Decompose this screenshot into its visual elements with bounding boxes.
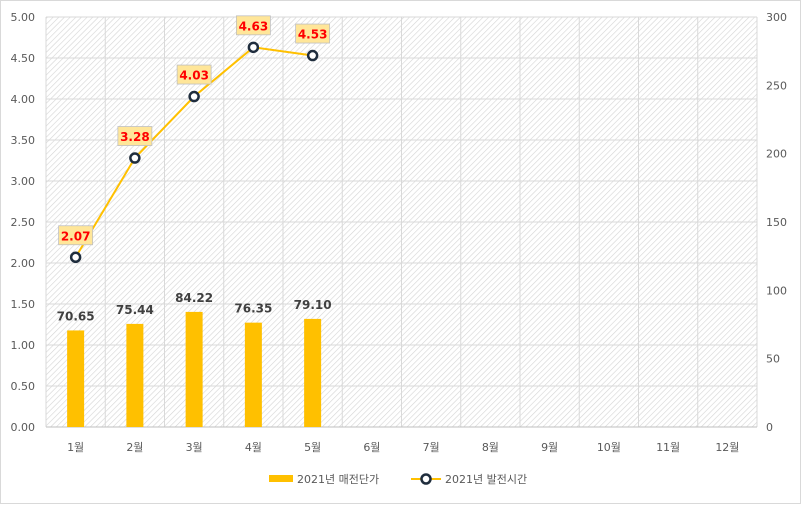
left-y-tick-label: 3.00 bbox=[11, 175, 36, 188]
legend-bar-swatch bbox=[269, 475, 293, 482]
line-label-box bbox=[235, 15, 271, 36]
gridlines bbox=[45, 16, 758, 428]
line-marker bbox=[188, 90, 200, 103]
bar-data-label: 70.65 bbox=[57, 309, 95, 323]
line-marker bbox=[306, 49, 319, 62]
line-data-label: 4.63 bbox=[239, 19, 269, 33]
x-tick-label: 9월 bbox=[541, 441, 558, 454]
x-tick-label: 5월 bbox=[304, 441, 321, 454]
left-y-tick-label: 1.50 bbox=[11, 298, 36, 311]
x-tick-label: 2월 bbox=[126, 441, 143, 454]
x-axis: 1월 2월 3월 4월 5월 6월 7월 8월 9월 10월 11월 12월 bbox=[67, 441, 739, 454]
left-y-tick-label: 4.50 bbox=[11, 52, 36, 65]
right-y-tick-label: 250 bbox=[766, 79, 787, 92]
line-marker bbox=[69, 251, 82, 264]
left-y-tick-label: 2.00 bbox=[11, 257, 36, 270]
x-tick-label: 1월 bbox=[67, 441, 84, 454]
bar bbox=[185, 311, 203, 427]
right-y-tick-label: 50 bbox=[766, 353, 780, 366]
bar bbox=[126, 323, 144, 427]
left-y-tick-label: 4.00 bbox=[11, 93, 36, 106]
line-data-label: 2.07 bbox=[61, 229, 91, 243]
legend-label-line: 2021년 발전시간 bbox=[445, 473, 527, 486]
left-y-axis: 0.00 0.50 1.00 1.50 2.00 2.50 3.00 3.50 4.00 4.50… bbox=[11, 11, 36, 434]
x-tick-label: 3월 bbox=[186, 441, 203, 454]
x-tick-label: 4월 bbox=[245, 441, 262, 454]
x-tick-label: 12월 bbox=[715, 441, 739, 454]
right-y-tick-label: 150 bbox=[766, 216, 787, 229]
left-y-tick-label: 5.00 bbox=[11, 11, 36, 24]
line-label-box bbox=[58, 225, 94, 246]
bar-data-label: 79.10 bbox=[294, 298, 332, 312]
left-y-tick-label: 1.00 bbox=[11, 339, 36, 352]
x-tick-label: 8월 bbox=[482, 441, 499, 454]
legend-line-marker bbox=[420, 473, 432, 485]
bar bbox=[67, 330, 85, 427]
bar bbox=[304, 318, 322, 427]
right-y-tick-label: 0 bbox=[766, 421, 773, 434]
left-y-tick-label: 0.00 bbox=[11, 421, 36, 434]
bar-series: 70.65 75.44 84.22 76.35 79.10 bbox=[57, 291, 332, 427]
x-tick-label: 6월 bbox=[363, 441, 380, 454]
right-y-tick-label: 100 bbox=[766, 284, 787, 297]
line-label-box bbox=[176, 64, 212, 85]
right-y-tick-label: 200 bbox=[766, 148, 787, 161]
line-marker bbox=[129, 152, 141, 164]
bar-data-label: 76.35 bbox=[234, 302, 272, 316]
line-data-label: 3.28 bbox=[120, 130, 150, 144]
bar-data-label: 75.44 bbox=[116, 303, 154, 317]
x-tick-label: 11월 bbox=[656, 441, 680, 454]
bar bbox=[244, 322, 262, 427]
line-data-label: 4.03 bbox=[179, 69, 209, 83]
legend: 2021년 매전단가 2021년 발전시간 bbox=[269, 473, 527, 486]
bar-data-label: 84.22 bbox=[175, 291, 213, 305]
left-y-tick-label: 3.50 bbox=[11, 134, 36, 147]
line-data-label: 4.53 bbox=[298, 28, 328, 42]
right-y-axis: 0 50 100 150 200 250 300 bbox=[766, 11, 787, 434]
line-marker bbox=[247, 41, 260, 54]
left-y-tick-label: 2.50 bbox=[11, 216, 36, 229]
line-series: 2.07 3.28 4.03 4.63 4.53 bbox=[58, 15, 331, 264]
left-y-tick-label: 0.50 bbox=[11, 380, 36, 393]
legend-label-bar: 2021년 매전단가 bbox=[297, 473, 379, 486]
line-label-box bbox=[295, 23, 331, 44]
x-tick-label: 7월 bbox=[423, 441, 440, 454]
right-y-tick-label: 300 bbox=[766, 11, 787, 24]
x-tick-label: 10월 bbox=[597, 441, 621, 454]
line-label-box bbox=[117, 126, 153, 146]
